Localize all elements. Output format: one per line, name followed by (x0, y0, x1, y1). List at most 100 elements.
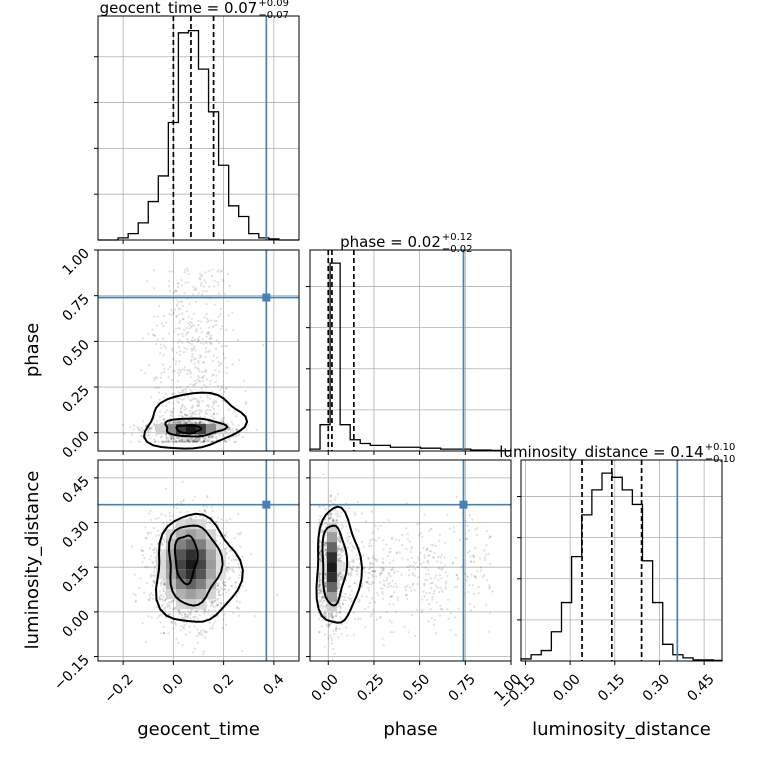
sample-point (140, 549, 143, 552)
sample-point (204, 350, 207, 354)
sample-point (207, 439, 210, 442)
sample-point (474, 528, 477, 531)
sample-point (476, 527, 479, 530)
sample-point (194, 366, 197, 369)
sample-point (473, 605, 476, 608)
sample-point (170, 621, 173, 625)
sample-point (207, 331, 210, 334)
sample-point (211, 390, 214, 393)
sample-point (193, 615, 196, 618)
sample-point (195, 288, 198, 291)
sample-point (172, 312, 175, 315)
sample-point (337, 573, 340, 577)
sample-point (154, 376, 158, 379)
sample-point (212, 285, 216, 288)
sample-point (177, 313, 180, 316)
sample-point (328, 623, 331, 626)
sample-point (197, 292, 200, 295)
sample-point (337, 579, 340, 582)
sample-point (194, 300, 197, 303)
sample-point (152, 593, 155, 597)
sample-point (185, 348, 188, 351)
sample-point (220, 327, 223, 330)
sample-point (198, 335, 201, 338)
sample-point (207, 435, 211, 438)
sample-point (168, 514, 171, 518)
sample-point (167, 368, 170, 371)
sample-point (345, 626, 348, 629)
sample-point (153, 574, 156, 577)
sample-point (217, 360, 220, 364)
sample-point (474, 546, 477, 549)
sample-point (195, 327, 198, 330)
sample-point (176, 421, 179, 424)
sample-point (431, 555, 435, 558)
sample-point (139, 577, 142, 580)
sample-point (212, 400, 215, 403)
sample-point (215, 374, 218, 377)
sample-point (202, 342, 205, 345)
sample-point (177, 612, 181, 615)
sample-point (318, 586, 321, 589)
sample-point (433, 577, 436, 580)
sample-point (333, 498, 336, 501)
sample-point (323, 611, 326, 614)
sample-point (438, 567, 441, 570)
sample-point (233, 440, 236, 443)
sample-point (158, 410, 161, 413)
sample-point (368, 583, 371, 586)
sample-point (162, 440, 165, 443)
sample-point (146, 280, 149, 283)
sample-point (192, 499, 195, 502)
sample-point (203, 508, 206, 512)
sample-point (191, 440, 194, 443)
sample-point (193, 440, 196, 443)
sample-point (323, 582, 327, 585)
sample-point (221, 399, 224, 402)
sample-point (323, 572, 326, 576)
density-cell (195, 599, 206, 610)
sample-point (195, 422, 198, 425)
sample-point (213, 412, 216, 415)
sample-point (209, 336, 213, 340)
sample-point (185, 421, 188, 424)
sample-point (477, 585, 480, 589)
sample-point (222, 581, 225, 584)
sample-point (187, 419, 190, 422)
sample-point (205, 370, 208, 373)
sample-point (223, 584, 226, 587)
sample-point (237, 424, 240, 427)
density-cell (215, 559, 226, 570)
sample-point (197, 618, 200, 621)
sample-point (191, 339, 194, 342)
sample-point (169, 422, 172, 425)
sample-point (373, 601, 376, 604)
sample-point (153, 440, 156, 443)
sample-point (148, 599, 151, 602)
contour-line (175, 424, 203, 435)
sample-point (368, 572, 371, 575)
sample-point (133, 573, 136, 576)
sample-point (438, 533, 441, 536)
sample-point (190, 358, 193, 362)
sample-point (162, 589, 165, 592)
sample-point (332, 519, 335, 522)
title-sub: −0.10 (705, 454, 736, 465)
sample-point (401, 534, 404, 537)
sample-point (327, 637, 330, 640)
sample-point (216, 412, 219, 415)
sample-point (176, 419, 179, 422)
sample-point (228, 548, 232, 551)
sample-point (405, 593, 408, 597)
sample-point (239, 571, 242, 574)
sample-point (435, 601, 438, 604)
sample-point (176, 299, 179, 302)
sample-point (235, 415, 238, 418)
sample-point (318, 553, 321, 556)
sample-point (197, 360, 200, 363)
sample-point (339, 607, 342, 610)
title-sub: −0.02 (442, 244, 473, 255)
sample-point (225, 328, 228, 331)
sample-point (178, 397, 181, 400)
sample-point (144, 526, 147, 529)
